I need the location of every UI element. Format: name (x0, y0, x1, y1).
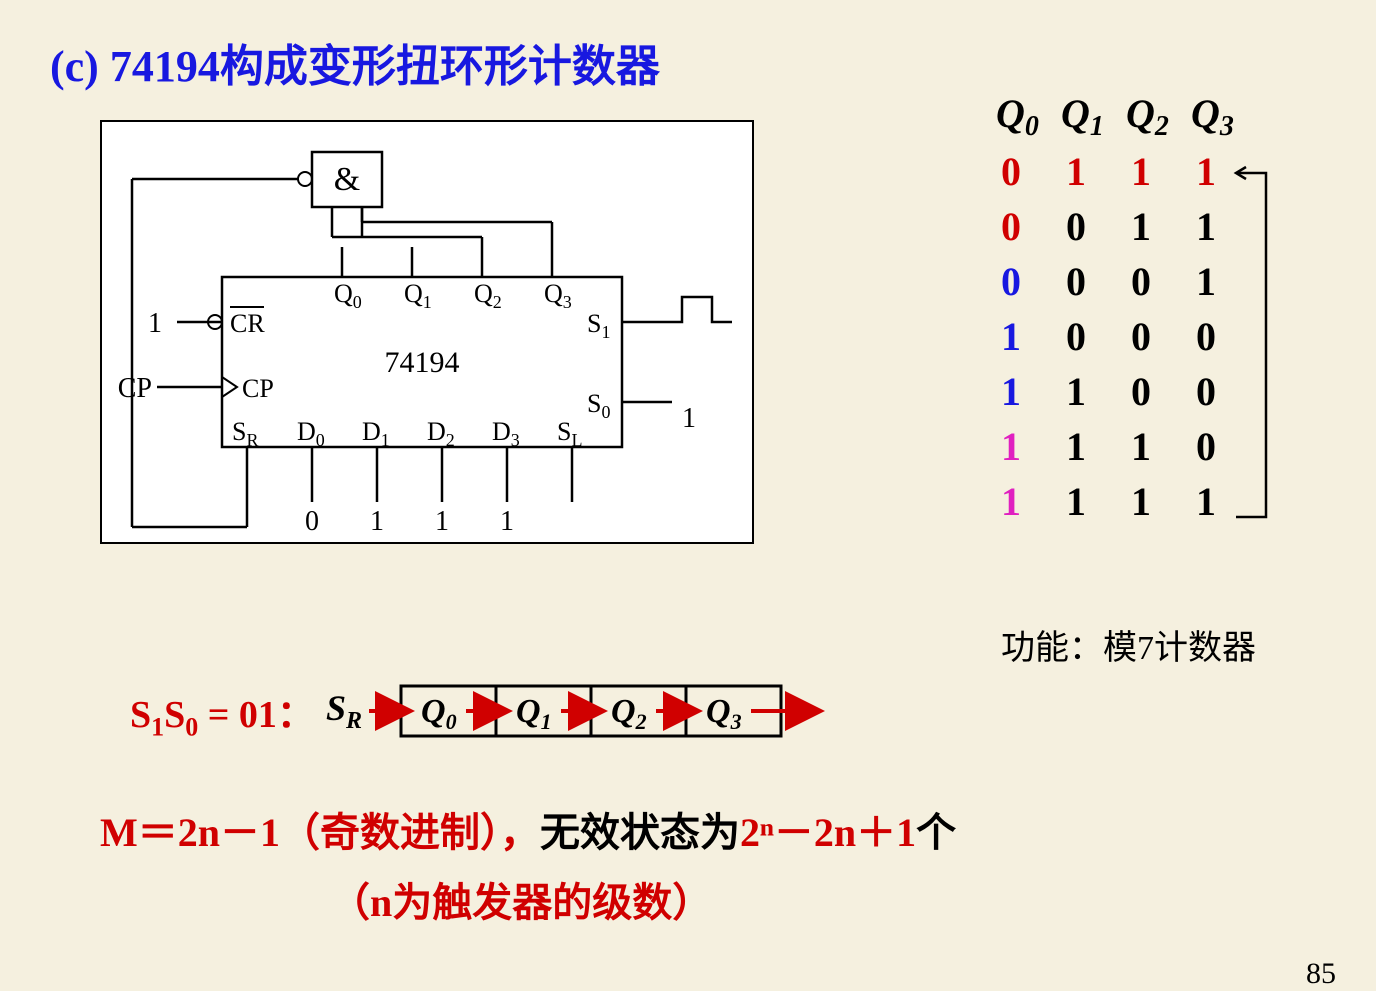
svg-text:0: 0 (1066, 314, 1086, 359)
svg-text:1: 1 (1196, 204, 1216, 249)
svg-text:Q1: Q1 (1061, 91, 1104, 142)
svg-text:1: 1 (1001, 314, 1021, 359)
svg-text:D1: D1 (362, 417, 390, 450)
svg-text:0: 0 (1001, 149, 1021, 194)
chip-label: 74194 (385, 346, 460, 379)
svg-text:SR: SR (326, 688, 362, 734)
svg-text:0: 0 (305, 506, 319, 537)
svg-text:1: 1 (1196, 259, 1216, 304)
svg-text:Q0: Q0 (334, 279, 362, 312)
svg-text:0: 0 (1196, 424, 1216, 469)
state-table-svg: Q0 Q1 Q2 Q3 0 1 1 1 0 0 1 1 0 0 0 1 1 0 … (966, 85, 1326, 565)
svg-text:1: 1 (1196, 479, 1216, 524)
svg-text:1: 1 (1196, 149, 1216, 194)
svg-text:Q0: Q0 (421, 693, 457, 734)
svg-text:0: 0 (1196, 369, 1216, 414)
svg-text:1: 1 (435, 506, 449, 537)
svg-text:1: 1 (1131, 479, 1151, 524)
svg-text:SL: SL (557, 417, 582, 450)
svg-text:0: 0 (1131, 259, 1151, 304)
nand-symbol: & (334, 161, 360, 198)
svg-text:D0: D0 (297, 417, 325, 450)
svg-text:1: 1 (500, 506, 514, 537)
svg-text:1: 1 (1131, 424, 1151, 469)
svg-text:Q2: Q2 (474, 279, 502, 312)
svg-text:Q3: Q3 (1191, 91, 1234, 142)
mode-prefix: S1S0 = 01： (130, 683, 315, 743)
svg-text:1: 1 (1001, 369, 1021, 414)
svg-text:SR: SR (232, 417, 258, 450)
slide-title: (c) 74194构成变形扭环形计数器 (50, 30, 660, 94)
svg-text:0: 0 (1131, 314, 1151, 359)
svg-text:1: 1 (1066, 479, 1086, 524)
svg-text:S1: S1 (587, 309, 610, 342)
cp-label: CP (242, 374, 274, 403)
cp-in-label: CP (118, 373, 152, 404)
svg-text:0: 0 (1066, 204, 1086, 249)
formula-m: M＝2n－1（奇数进制），无效状态为2ⁿ－2n＋1个 (100, 800, 956, 858)
mode-line: S1S0 = 01： SR Q0 Q1 Q2 Q3 (130, 678, 851, 748)
svg-text:Q1: Q1 (404, 279, 432, 312)
one-label: 1 (148, 308, 162, 339)
page-number: 85 (1306, 957, 1336, 991)
svg-text:Q0: Q0 (996, 91, 1039, 142)
svg-text:0: 0 (1196, 314, 1216, 359)
svg-text:Q3: Q3 (706, 693, 742, 734)
circuit-svg: 74194 & Q0 Q1 Q2 Q3 1 CR CP CP S1 S0 1 S… (102, 122, 752, 542)
svg-text:Q3: Q3 (544, 279, 572, 312)
svg-text:0: 0 (1001, 204, 1021, 249)
svg-text:CR: CR (230, 309, 265, 338)
svg-text:0: 0 (1131, 369, 1151, 414)
svg-text:1: 1 (1131, 204, 1151, 249)
svg-text:S0: S0 (587, 389, 610, 422)
shift-chain: SR Q0 Q1 Q2 Q3 (321, 678, 851, 748)
svg-text:1: 1 (1066, 149, 1086, 194)
svg-text:0: 0 (1001, 259, 1021, 304)
svg-text:1: 1 (370, 506, 384, 537)
svg-text:Q2: Q2 (1126, 91, 1169, 142)
state-table: Q0 Q1 Q2 Q3 0 1 1 1 0 0 1 1 0 0 0 1 1 0 … (966, 85, 1326, 570)
svg-text:0: 0 (1066, 259, 1086, 304)
svg-text:1: 1 (1066, 424, 1086, 469)
one-right: 1 (682, 403, 696, 434)
svg-text:Q1: Q1 (516, 693, 552, 734)
svg-text:1: 1 (1001, 424, 1021, 469)
svg-text:1: 1 (1131, 149, 1151, 194)
circuit-diagram: 74194 & Q0 Q1 Q2 Q3 1 CR CP CP S1 S0 1 S… (100, 120, 754, 544)
svg-text:D2: D2 (427, 417, 455, 450)
function-label: 功能：模7计数器 (1001, 620, 1256, 669)
svg-text:1: 1 (1066, 369, 1086, 414)
svg-text:Q2: Q2 (611, 693, 647, 734)
formula-note: （n为触发器的级数） (330, 870, 712, 928)
svg-text:D3: D3 (492, 417, 520, 450)
svg-text:1: 1 (1001, 479, 1021, 524)
